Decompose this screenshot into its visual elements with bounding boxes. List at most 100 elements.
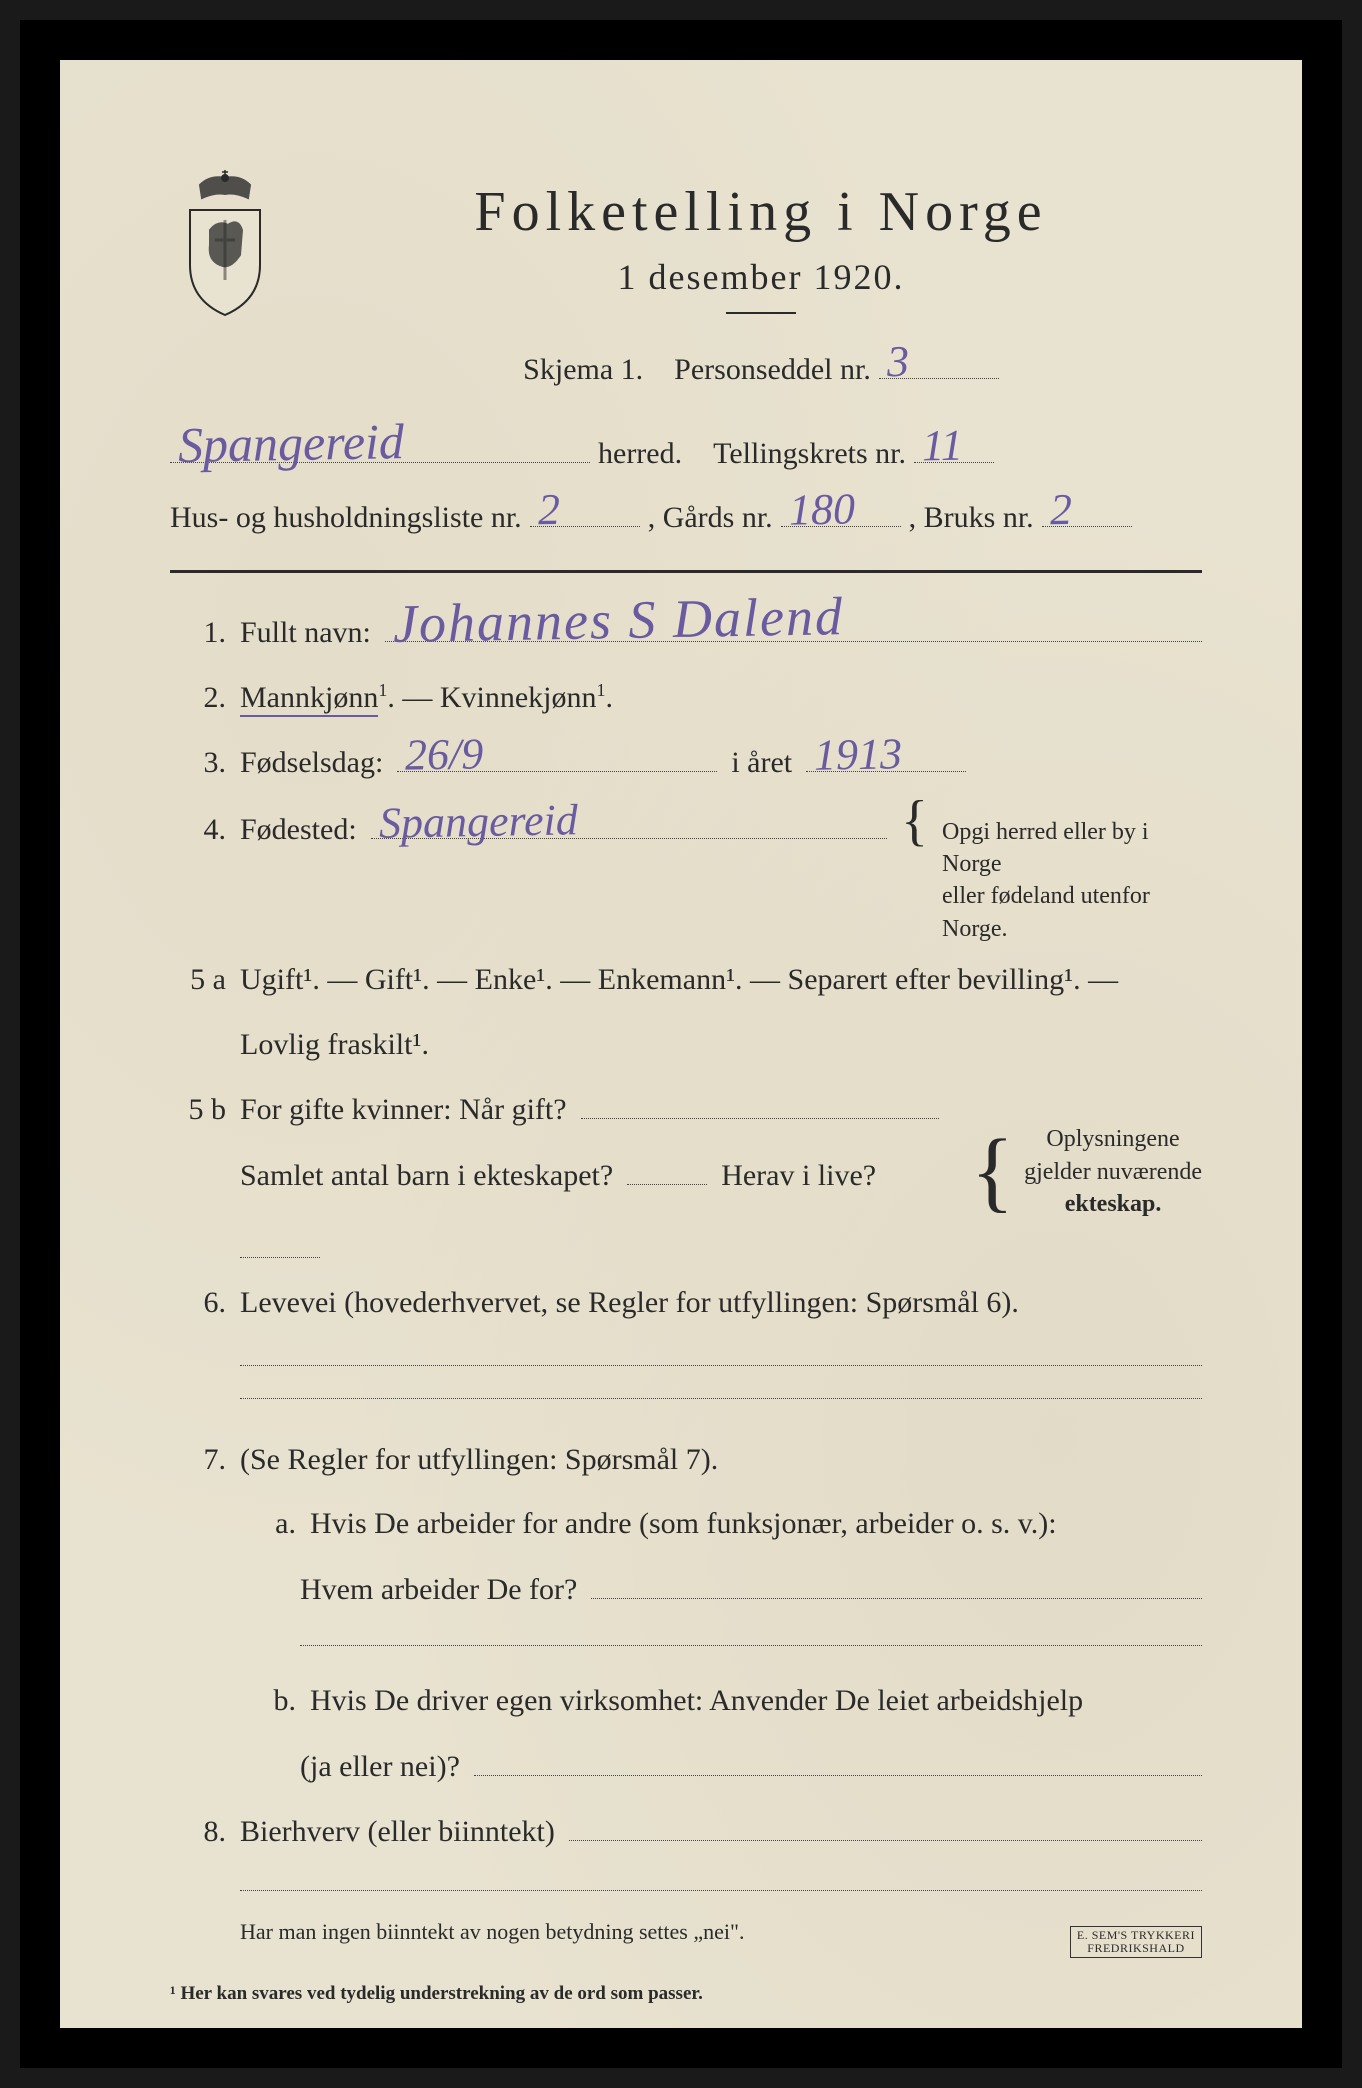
q7b-text1: Hvis De driver egen virksomhet: Anvender… (310, 1672, 1083, 1731)
q7-intro: (Se Regler for utfyllingen: Spørsmål 7). (240, 1431, 718, 1490)
herred-line: Spangereid herred. Tellingskrets nr. 11 (170, 424, 1202, 482)
personseddel-value: 3 (886, 340, 909, 384)
q3-day-value: 26/9 (405, 732, 484, 777)
q7a-field (591, 1560, 1202, 1599)
q7a-rule (300, 1645, 1202, 1646)
crest-svg (170, 170, 280, 320)
q7a-text1: Hvis De arbeider for andre (som funksjon… (310, 1495, 1057, 1554)
q8-field (569, 1802, 1202, 1841)
q5b-l1a: For gifte kvinner: Når gift? (240, 1081, 567, 1140)
q3-num: 3. (170, 734, 226, 793)
skjema-label: Skjema 1. (523, 341, 643, 398)
q7b-num: b. (240, 1672, 296, 1731)
q3-label: Fødselsdag: (240, 734, 383, 793)
gaards-value: 180 (788, 487, 855, 532)
title-rule (726, 312, 796, 314)
q1-row: 1. Fullt navn: Johannes S Dalend (170, 603, 1202, 663)
hr-top (170, 570, 1202, 573)
q4-num: 4. (170, 801, 226, 860)
q7b-field (474, 1737, 1202, 1776)
q5b-l2: Samlet antal barn i ekteskapet? Herav i … (170, 1146, 939, 1259)
husliste-field: 2 (530, 488, 640, 527)
q2-text: Mannkjønn1. — Kvinnekjønn1. (240, 669, 613, 728)
q6-text: Levevei (hovederhvervet, se Regler for u… (240, 1274, 1019, 1333)
subtitle: 1 desember 1920. (320, 256, 1202, 298)
q7a-l1: a. Hvis De arbeider for andre (som funks… (170, 1495, 1202, 1554)
q3-row: 3. Fødselsdag: 26/9 i året 1913 (170, 733, 1202, 793)
q5b-l2b: Herav i live? (721, 1147, 876, 1206)
q8-label: Bierhverv (eller biinntekt) (240, 1803, 555, 1862)
herred-field: Spangereid (170, 424, 590, 463)
herred-label: herred. (598, 425, 682, 482)
q5b-l1-field (581, 1080, 939, 1119)
husliste-label: Hus- og husholdningsliste nr. (170, 489, 522, 546)
q3-year-label: i året (731, 734, 792, 793)
q7b-l1: b. Hvis De driver egen virksomhet: Anven… (170, 1672, 1202, 1731)
document-paper: Folketelling i Norge 1 desember 1920. Sk… (60, 60, 1302, 2028)
q7a-num: a. (240, 1495, 296, 1554)
herred-value: Spangereid (178, 416, 405, 470)
q5a-text: Ugift¹. — Gift¹. — Enke¹. — Enkemann¹. —… (240, 951, 1118, 1010)
personseddel-field: 3 (879, 340, 999, 379)
q2-mann: Mannkjønn (240, 681, 378, 717)
printer-mark: E. SEM'S TRYKKERI FREDRIKSHALD (1070, 1926, 1202, 1958)
q5b-brace: { (971, 1136, 1014, 1208)
q5b-l2-field2 (240, 1219, 320, 1258)
q7a-text2: Hvem arbeider De for? (300, 1561, 577, 1620)
q2-num: 2. (170, 669, 226, 728)
q8-row: 8. Bierhverv (eller biinntekt) (170, 1802, 1202, 1862)
q8-num: 8. (170, 1803, 226, 1862)
bruks-label: , Bruks nr. (909, 489, 1034, 546)
personseddel-label: Personseddel nr. (674, 341, 871, 398)
q2-row: 2. Mannkjønn1. — Kvinnekjønn1. (170, 669, 1202, 728)
q7-row: 7. (Se Regler for utfyllingen: Spørsmål … (170, 1431, 1202, 1490)
footer-small: ¹ Her kan svares ved tydelig understrekn… (170, 1983, 1202, 2005)
q5a-cont: Lovlig fraskilt¹. (170, 1016, 1202, 1075)
q1-label: Fullt navn: (240, 604, 371, 663)
husliste-value: 2 (537, 488, 560, 532)
scan-frame: Folketelling i Norge 1 desember 1920. Sk… (20, 20, 1342, 2068)
q5a-num: 5 a (170, 951, 226, 1010)
q5b-block: 5 b For gifte kvinner: Når gift? Samlet … (170, 1080, 1202, 1264)
q5a-row: 5 a Ugift¹. — Gift¹. — Enke¹. — Enkemann… (170, 951, 1202, 1010)
q5b-l1: 5 b For gifte kvinner: Når gift? (170, 1080, 939, 1140)
q5b-note: Oplysningene gjelder nuværende ekteskap. (1024, 1123, 1202, 1220)
q5b-content: 5 b For gifte kvinner: Når gift? Samlet … (170, 1080, 939, 1264)
q5b-l2a: Samlet antal barn i ekteskapet? (240, 1147, 613, 1206)
q4-value: Spangereid (378, 798, 578, 845)
skjema-line: Skjema 1. Personseddel nr. 3 (320, 340, 1202, 398)
q5a-cont-text: Lovlig fraskilt¹. (240, 1016, 429, 1075)
q7-num: 7. (170, 1431, 226, 1490)
footer-note: Har man ingen biinntekt av nogen betydni… (170, 1919, 1202, 1945)
tellingskrets-field: 11 (914, 424, 994, 463)
gaards-field: 180 (781, 488, 901, 527)
tellingskrets-label: Tellingskrets nr. (713, 425, 906, 482)
title-block: Folketelling i Norge 1 desember 1920. Sk… (320, 170, 1202, 404)
q6-rule2 (240, 1398, 1202, 1399)
q1-value: Johannes S Dalend (392, 589, 844, 651)
q4-brace: { (901, 799, 928, 844)
q1-num: 1. (170, 604, 226, 663)
q2-kvinne: Kvinnekjønn (440, 681, 597, 714)
q5b-side: { Oplysningene gjelder nuværende ekteska… (971, 1123, 1202, 1220)
norway-coat-of-arms-icon (170, 170, 280, 320)
q5b-num: 5 b (170, 1081, 226, 1140)
q3-day-field: 26/9 (397, 733, 717, 772)
q4-row: 4. Fødested: Spangereid { Opgi herred el… (170, 799, 1202, 946)
q8-rule (240, 1890, 1202, 1891)
q4-note: Opgi herred eller by i Norge eller fødel… (942, 816, 1202, 946)
q6-num: 6. (170, 1274, 226, 1333)
main-title: Folketelling i Norge (320, 180, 1202, 244)
hus-line: Hus- og husholdningsliste nr. 2 , Gårds … (170, 488, 1202, 546)
q7b-l2: (ja eller nei)? (170, 1737, 1202, 1797)
q1-field: Johannes S Dalend (385, 603, 1202, 642)
q3-year-value: 1913 (814, 732, 903, 778)
tellingskrets-value: 11 (922, 424, 963, 469)
q6-row: 6. Levevei (hovederhvervet, se Regler fo… (170, 1274, 1202, 1333)
gaards-label: , Gårds nr. (648, 489, 773, 546)
header: Folketelling i Norge 1 desember 1920. Sk… (170, 170, 1202, 404)
bruks-field: 2 (1042, 488, 1132, 527)
q4-label: Fødested: (240, 801, 357, 860)
bruks-value: 2 (1049, 488, 1072, 532)
q5b-l2-field1 (627, 1146, 707, 1185)
